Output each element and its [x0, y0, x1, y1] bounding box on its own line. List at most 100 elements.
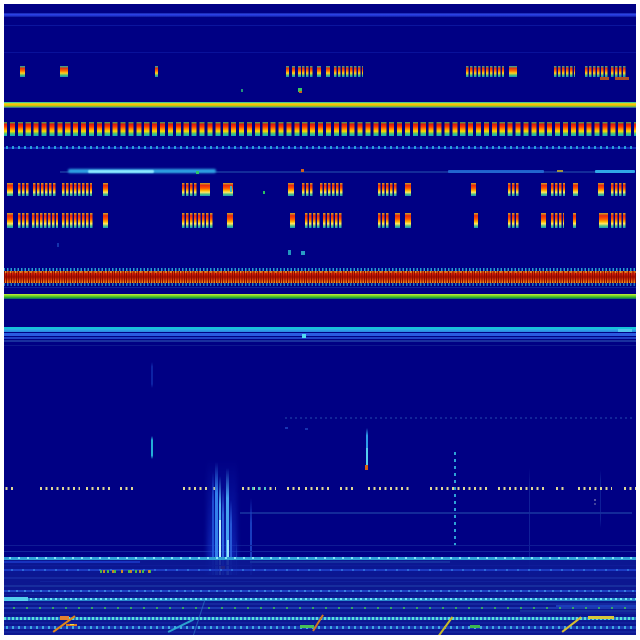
dot-row-pale [287, 487, 301, 490]
streak [0, 594, 640, 595]
dash-row-b [32, 213, 58, 228]
cyan-edge [618, 329, 632, 332]
dot-row-pale [86, 487, 112, 490]
blue-line-faint [0, 340, 640, 342]
dash-row-a [378, 183, 398, 196]
dash-row-a [103, 183, 108, 196]
cyan-streak [595, 170, 635, 173]
dash-row-top [317, 66, 321, 77]
hline-faint [0, 287, 640, 288]
hline-faint [0, 545, 640, 546]
dash-row-a [508, 183, 519, 196]
orange-speck [299, 91, 302, 93]
dot-row-pale [183, 487, 209, 490]
dash-row-b [18, 213, 30, 228]
dash-row-a [7, 183, 13, 196]
dash-row-top [334, 66, 363, 77]
green-speck [196, 171, 199, 174]
dash-row-top [60, 66, 68, 77]
dot-row-pale [430, 487, 490, 490]
green-dash [470, 625, 480, 628]
streak-speckle [0, 598, 640, 600]
dash-row-b [395, 213, 400, 228]
vline-faint [529, 468, 530, 590]
pale-speck [594, 499, 596, 501]
dash-row-b [508, 213, 519, 228]
green-speck [298, 88, 302, 92]
dash-row-a [551, 183, 565, 196]
green-dash [300, 625, 314, 628]
dash-row-top [326, 66, 330, 77]
dash-row-top [20, 66, 25, 77]
cyan-dot [302, 334, 306, 338]
dash-row-a [288, 183, 294, 196]
streak [556, 605, 636, 607]
dash-row-b [227, 213, 233, 228]
blue-speck [305, 428, 308, 430]
dash-row-top [292, 66, 295, 77]
streak [0, 612, 640, 614]
band-speckle-yellow [0, 271, 640, 273]
hline-faint [0, 551, 640, 552]
frame-border-right [636, 0, 640, 640]
dash-row-b [7, 213, 13, 228]
dot-row-pale [305, 487, 331, 490]
cyan-cap [0, 597, 28, 601]
frame-border-bottom [0, 635, 640, 640]
green-speck [241, 89, 243, 92]
streak [0, 565, 640, 566]
pale-speck [594, 503, 596, 505]
dash-row-a [598, 183, 604, 196]
dash-row-b [290, 213, 295, 228]
green-speck [263, 191, 265, 194]
dash-row-b [599, 213, 608, 228]
dot-row-pale [578, 487, 612, 490]
orange-speck [60, 616, 69, 620]
dash-row-top [155, 66, 158, 77]
dash-row-a [320, 183, 343, 196]
yellow-speck [70, 623, 74, 625]
vburst-short [151, 436, 153, 459]
dot-row-pale [556, 487, 566, 490]
dash-row-b [474, 213, 478, 228]
dash-row-top [585, 66, 609, 77]
yellow-speck [557, 170, 563, 172]
dot-row-pale [120, 487, 136, 490]
dash-row-b [611, 213, 626, 228]
cyan-line-main [0, 329, 640, 332]
dash-row-a [200, 183, 210, 196]
band-faint [0, 560, 640, 575]
streak [250, 561, 450, 563]
dash-row-top [509, 66, 517, 77]
hline-faint [240, 512, 632, 514]
dot-row-faint [285, 417, 632, 419]
hline-faint [0, 25, 640, 26]
vline-faint [151, 362, 153, 388]
dash-row-a [573, 183, 578, 196]
dash-row-top [554, 66, 575, 77]
blue-speck [285, 427, 288, 429]
burst-line [212, 472, 214, 636]
yellow-dash [588, 616, 614, 619]
dash-row-b [62, 213, 93, 228]
red-band-stripes [0, 271, 640, 283]
streak [0, 631, 640, 633]
dash-row-a [18, 183, 30, 196]
streak [40, 581, 600, 582]
blue-line [0, 333, 640, 336]
dash-row-a [471, 183, 476, 196]
streak [0, 585, 640, 587]
dot-row-cyan [252, 487, 270, 490]
dot-row-pale [368, 487, 412, 490]
blue-speck [57, 243, 59, 247]
dash-row-top [302, 66, 313, 77]
burst-line [215, 462, 218, 636]
dash-row-a [182, 183, 197, 196]
dash-row-b [541, 213, 546, 228]
cyan-hline-speckle [0, 557, 640, 559]
orange-trail [615, 77, 629, 80]
dash-row-a [611, 183, 626, 196]
dot-row-pale [624, 487, 636, 490]
cyan-streak-base [60, 171, 632, 173]
